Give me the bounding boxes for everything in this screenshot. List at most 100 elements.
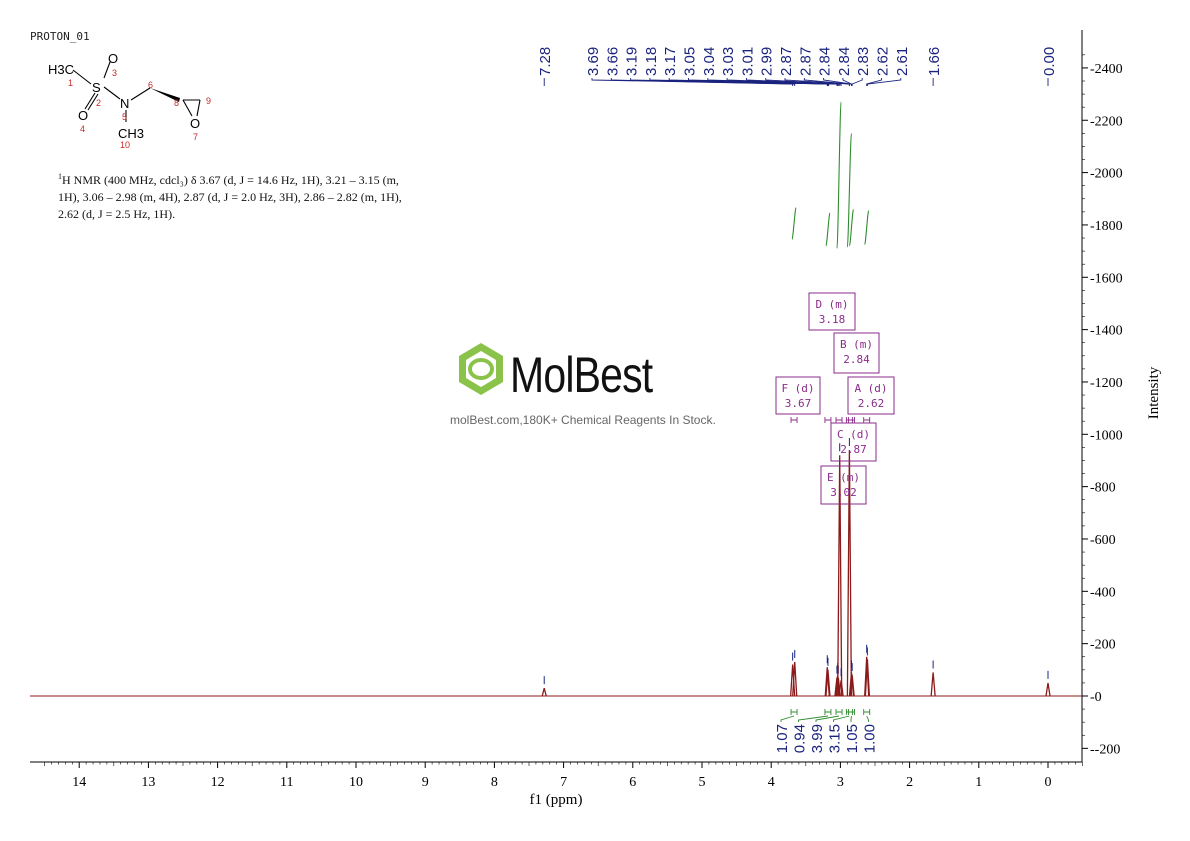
multiplet-range-marker (863, 417, 871, 423)
x-tick-label: 14 (72, 775, 86, 790)
integral-value-label: 3.99 (809, 724, 826, 753)
x-tick-label: 0 (1045, 775, 1052, 790)
peak-shift-label: 3.04 (701, 47, 718, 76)
nmr-description: 1H NMR (400 MHz, cdcl₃) δ 3.67 (d, J = 1… (58, 168, 438, 223)
spectrum-peak (849, 675, 855, 697)
peak-shift-label: 3.69 (585, 47, 602, 76)
peak-label-leader (866, 78, 902, 86)
peak-label-leader (851, 78, 863, 86)
y-tick-label: -2200 (1090, 114, 1123, 129)
peak-shift-label: 2.84 (836, 47, 853, 76)
molecule-structure: H3C S O O N O CH3 1 2 3 4 5 6 7 8 9 10 (48, 51, 211, 150)
integral-range-marker (835, 709, 843, 715)
multiplet-shift: 3.67 (785, 397, 812, 410)
spectrum-peak (864, 659, 871, 697)
x-tick-label: 4 (768, 775, 775, 790)
y-tick-label: -1600 (1090, 271, 1123, 286)
y-tick-label: -1800 (1090, 219, 1123, 234)
integral-curve (825, 212, 831, 247)
atom-number-10: 10 (120, 140, 130, 150)
peak-label-leader (610, 78, 796, 86)
peak-shift-label: 3.05 (682, 47, 699, 76)
x-tick-label: 6 (629, 775, 636, 790)
nmr-description-line-2: 1H), 3.06 – 2.98 (m, 4H), 2.87 (d, J = 2… (58, 190, 402, 204)
peak-shift-label: 0.00 (1041, 47, 1058, 76)
peak-shift-label: 2.87 (797, 47, 814, 76)
x-tick-label: 10 (349, 775, 363, 790)
atom-number-5: 5 (122, 112, 127, 122)
peak-shift-label: 3.19 (624, 47, 641, 76)
integral-curve (791, 207, 797, 240)
multiplet-box (847, 376, 895, 415)
watermark-name: MolBest (510, 347, 653, 403)
integral-curve (836, 101, 842, 250)
atom-number-3: 3 (112, 68, 117, 78)
x-tick-label: 9 (422, 775, 429, 790)
multiplet-type: E (m) (827, 471, 860, 484)
x-axis-label: f1 (ppm) (530, 792, 583, 808)
y-tick-label: -0 (1090, 690, 1102, 705)
y-tick-label: -1200 (1090, 376, 1123, 391)
integral-leader (815, 715, 840, 722)
integral-value-label: 0.94 (792, 724, 809, 753)
spectrum-peak (1045, 682, 1051, 697)
sample-id: PROTON_01 (30, 30, 90, 43)
integral-curve (846, 132, 852, 248)
integral-value-label: 1.00 (862, 724, 879, 753)
atom-n: N (120, 96, 129, 111)
multiplet-range-marker (835, 417, 843, 423)
peak-shift-label: 3.18 (643, 47, 660, 76)
multiplet-box (833, 332, 880, 374)
integral-leader (798, 715, 829, 722)
integral-value-label: 1.05 (844, 724, 861, 753)
x-tick-label: 3 (837, 775, 844, 790)
atom-number-7: 7 (193, 132, 198, 142)
peak-shift-label: 3.01 (739, 47, 756, 76)
x-tick-label: 8 (491, 775, 498, 790)
peak-label-leader (866, 78, 882, 86)
integral-leader (780, 715, 795, 722)
spectrum-peak (838, 680, 844, 697)
nmr-superscript: 1 (58, 172, 62, 181)
multiplet-shift: 3.02 (830, 486, 857, 499)
multiplet-shift: 2.84 (843, 353, 870, 366)
atom-o4: O (78, 108, 88, 123)
multiplet-type: A (d) (854, 382, 887, 395)
molbest-watermark: MolBest molBest.com,180K+ Chemical Reage… (450, 340, 750, 435)
peak-shift-label: 2.61 (894, 47, 911, 76)
x-tick-label: 1 (975, 775, 982, 790)
atom-number-4: 4 (80, 124, 85, 134)
multiplet-range-marker (790, 417, 798, 423)
multiplet-shift: 3.18 (819, 313, 846, 326)
x-tick-label: 11 (280, 775, 293, 790)
integral-value-label: 1.07 (774, 724, 791, 753)
peak-shift-label: 2.83 (855, 47, 872, 76)
atom-number-9: 9 (206, 96, 211, 106)
peak-shift-label: 7.28 (537, 47, 554, 76)
y-tick-label: --200 (1090, 742, 1120, 757)
spectrum-peak (541, 687, 547, 697)
atom-ch3: CH3 (118, 126, 144, 141)
watermark-tagline: molBest.com,180K+ Chemical Reagents In S… (450, 413, 716, 427)
atom-number-8: 8 (174, 98, 179, 108)
integral-curve (864, 209, 870, 246)
y-tick-label: -2400 (1090, 62, 1123, 77)
multiplet-shift: 2.87 (840, 443, 867, 456)
multiplet-box (820, 465, 867, 505)
multiplet-range-marker (824, 417, 832, 423)
peak-shift-label: 3.17 (662, 47, 679, 76)
atom-number-6: 6 (148, 80, 153, 90)
atom-s: S (92, 80, 101, 95)
atom-h3c: H3C (48, 62, 74, 77)
atom-number-1: 1 (68, 78, 73, 88)
y-tick-label: -200 (1090, 638, 1116, 653)
peak-label-leader (803, 78, 850, 86)
spectrum-peak (930, 672, 936, 697)
x-tick-label: 12 (211, 775, 225, 790)
y-tick-label: -800 (1090, 481, 1116, 496)
y-tick-label: -1000 (1090, 428, 1123, 443)
peak-shift-label: 2.84 (817, 47, 834, 76)
y-tick-label: -2000 (1090, 167, 1123, 182)
atom-number-2: 2 (96, 98, 101, 108)
